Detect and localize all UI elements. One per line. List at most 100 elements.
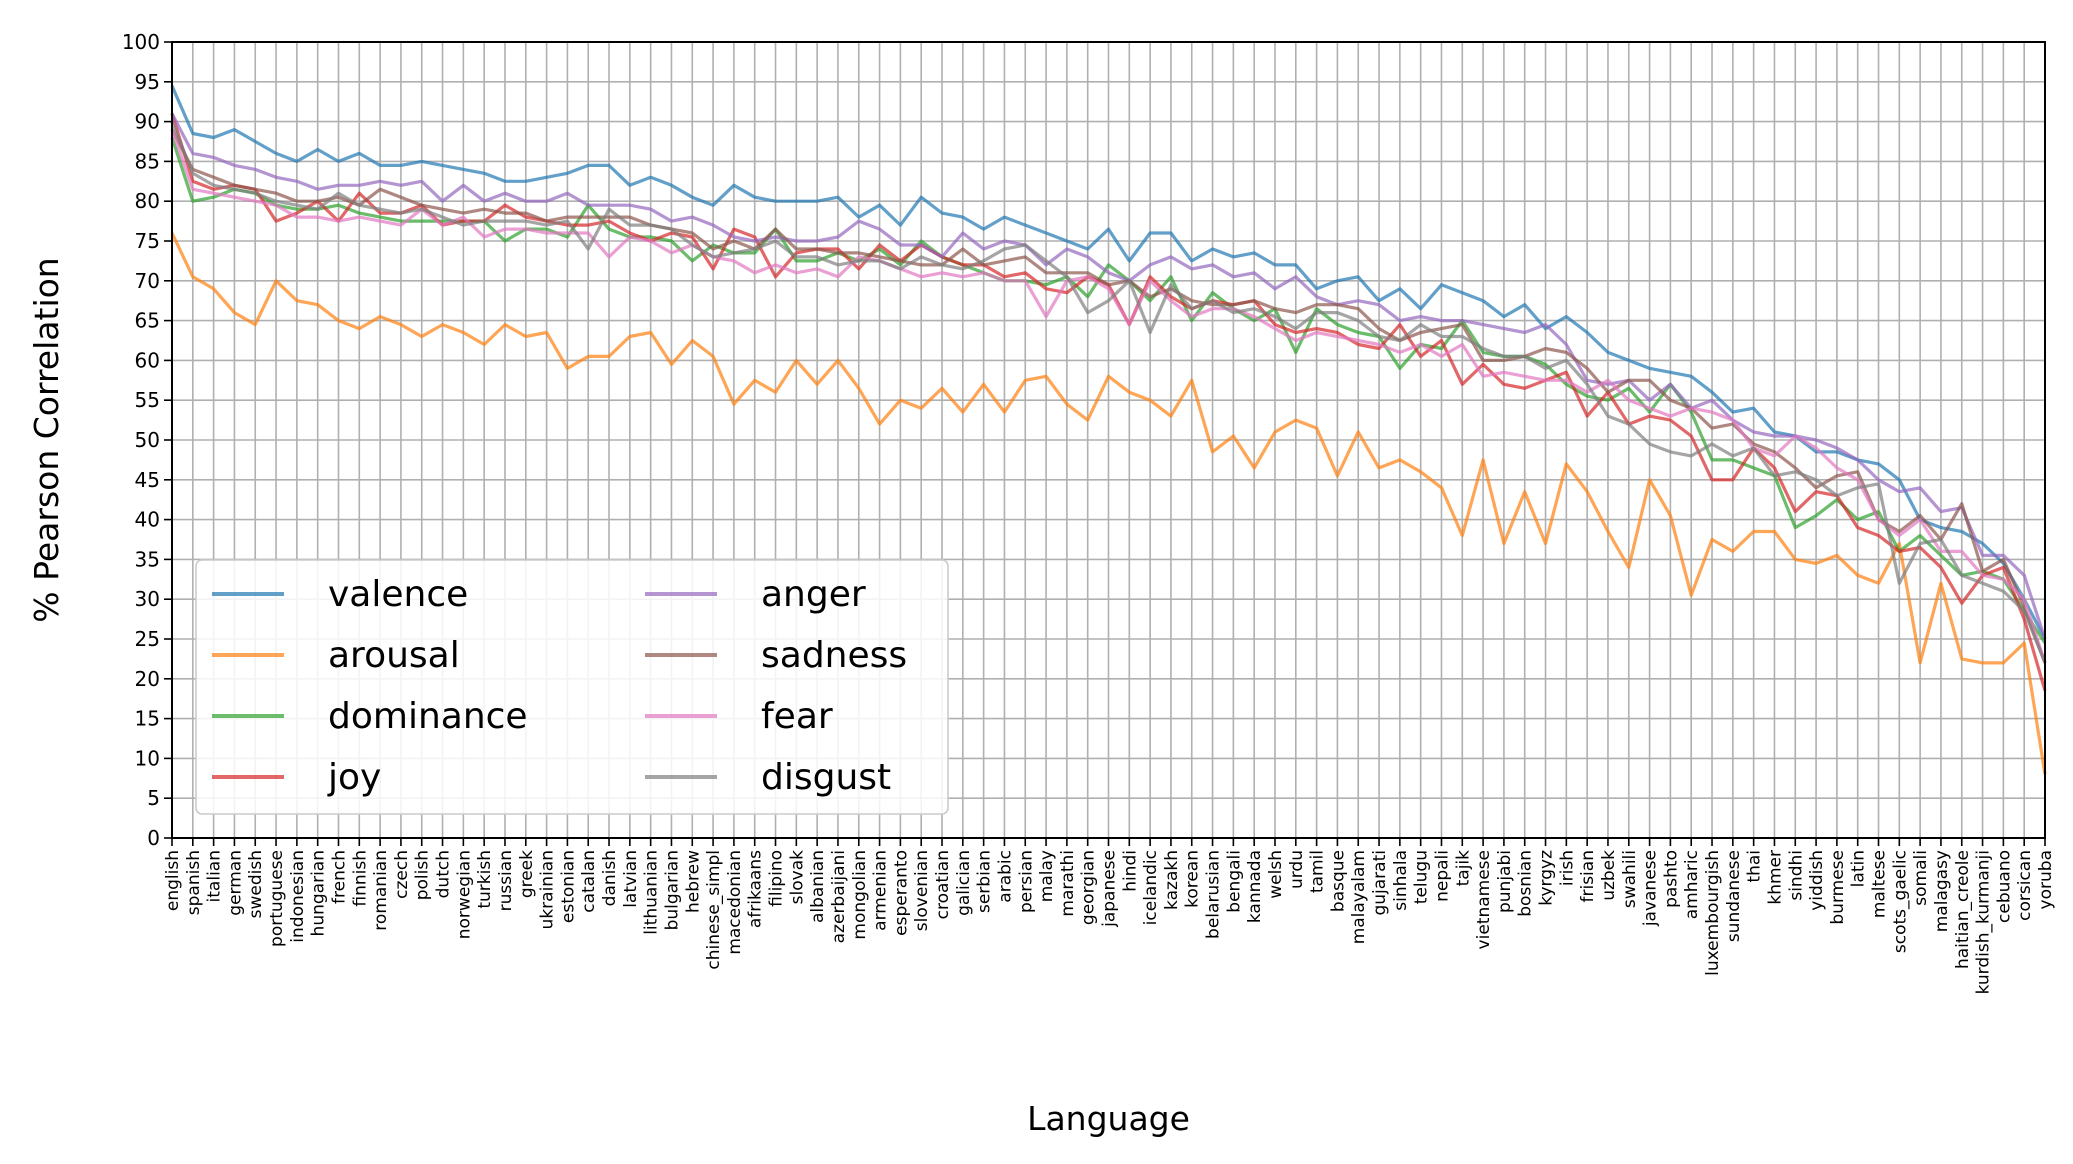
x-tick-label: maltese bbox=[1870, 850, 1890, 918]
x-tick-label: azerbaijani bbox=[829, 850, 849, 943]
x-tick-label: georgian bbox=[1079, 850, 1099, 925]
y-tick-label: 95 bbox=[135, 70, 160, 94]
x-tick-label: uzbek bbox=[1599, 850, 1619, 901]
x-tick-label: serbian bbox=[975, 850, 995, 913]
x-tick-label: turkish bbox=[475, 850, 495, 909]
x-tick-label: swedish bbox=[246, 850, 266, 918]
x-tick-label: basque bbox=[1328, 850, 1348, 912]
x-tick-label: chinese_simpl bbox=[704, 850, 724, 970]
x-tick-label: icelandic bbox=[1141, 850, 1161, 925]
x-tick-label: hindi bbox=[1120, 850, 1140, 892]
x-tick-label: korean bbox=[1183, 850, 1203, 908]
legend-label-valence: valence bbox=[328, 574, 468, 615]
legend-label-dominance: dominance bbox=[328, 696, 528, 737]
x-tick-label: burmese bbox=[1828, 850, 1848, 925]
x-tick-label: japanese bbox=[1100, 850, 1120, 928]
x-tick-label: gujarati bbox=[1370, 850, 1390, 916]
y-tick-label: 20 bbox=[135, 667, 160, 691]
legend-label-fear: fear bbox=[761, 696, 833, 737]
legend-label-anger: anger bbox=[761, 574, 866, 615]
x-tick-label: indonesian bbox=[288, 850, 308, 943]
y-tick-label: 45 bbox=[135, 468, 160, 492]
x-tick-label: yoruba bbox=[2036, 850, 2056, 909]
x-tick-label: polish bbox=[413, 850, 433, 900]
x-tick-label: malayalam bbox=[1349, 850, 1369, 944]
x-tick-label: somali bbox=[1911, 850, 1931, 906]
y-tick-label: 50 bbox=[135, 428, 160, 452]
x-tick-label: khmer bbox=[1765, 850, 1785, 905]
x-tick-label: tamil bbox=[1308, 850, 1328, 893]
y-tick-label: 90 bbox=[135, 110, 160, 134]
y-tick-label: 0 bbox=[147, 826, 160, 850]
x-tick-label: latvian bbox=[621, 850, 641, 908]
x-tick-label: hebrew bbox=[683, 850, 703, 913]
x-tick-label: malagasy bbox=[1932, 850, 1952, 932]
x-tick-label: urdu bbox=[1287, 850, 1307, 889]
x-tick-label: romanian bbox=[371, 850, 391, 931]
x-tick-label: punjabi bbox=[1495, 850, 1515, 913]
x-tick-label: haitian_creole bbox=[1953, 850, 1973, 969]
y-axis-label: % Pearson Correlation bbox=[27, 257, 66, 622]
x-tick-label: croatian bbox=[933, 850, 953, 919]
x-tick-label: mongolian bbox=[850, 850, 870, 940]
x-tick-label: bulgarian bbox=[662, 850, 682, 930]
x-tick-label: luxembourgish bbox=[1703, 850, 1723, 976]
x-tick-label: tajik bbox=[1453, 850, 1473, 887]
x-tick-label: slovenian bbox=[912, 850, 932, 931]
x-tick-label: greek bbox=[517, 850, 537, 898]
x-tick-label: latin bbox=[1849, 850, 1869, 887]
x-tick-label: norwegian bbox=[454, 850, 474, 939]
x-tick-label: kurdish_kurmanji bbox=[1974, 850, 1994, 994]
y-tick-label: 35 bbox=[135, 547, 160, 571]
x-tick-label: vietnamese bbox=[1474, 850, 1494, 949]
x-tick-label: persian bbox=[1016, 850, 1036, 913]
legend-label-sadness: sadness bbox=[761, 635, 907, 676]
x-tick-label: esperanto bbox=[891, 850, 911, 936]
y-tick-label: 75 bbox=[135, 229, 160, 253]
x-tick-label: estonian bbox=[558, 850, 578, 923]
x-tick-label: frisian bbox=[1578, 850, 1598, 902]
x-tick-label: kazakh bbox=[1162, 850, 1182, 910]
x-tick-label: cebuano bbox=[1994, 850, 2014, 923]
x-tick-label: telugu bbox=[1412, 850, 1432, 904]
x-tick-label: sinhala bbox=[1391, 850, 1411, 911]
x-tick-label: irish bbox=[1557, 850, 1577, 886]
series-line-arousal bbox=[170, 232, 2047, 775]
x-tick-label: slovak bbox=[787, 850, 807, 904]
x-tick-label: french bbox=[329, 850, 349, 904]
x-tick-label: ukrainian bbox=[538, 850, 558, 929]
x-tick-label: malay bbox=[1037, 850, 1057, 902]
x-tick-label: belarusian bbox=[1204, 850, 1224, 939]
series-line-sadness bbox=[170, 128, 2047, 664]
x-axis-label: Language bbox=[1027, 1099, 1190, 1138]
x-tick-label: marathi bbox=[1058, 850, 1078, 917]
x-tick-label: lithuanian bbox=[642, 850, 662, 935]
x-tick-label: arabic bbox=[995, 850, 1015, 903]
legend-box bbox=[195, 559, 949, 815]
x-tick-label: amharic bbox=[1682, 850, 1702, 919]
y-tick-label: 65 bbox=[135, 309, 160, 333]
legend-label-joy: joy bbox=[327, 757, 381, 798]
y-tick-label: 55 bbox=[135, 388, 160, 412]
x-tick-label: swahili bbox=[1620, 850, 1640, 908]
x-tick-label: scots_gaelic bbox=[1890, 850, 1910, 953]
y-tick-label: 30 bbox=[135, 587, 160, 611]
x-tick-label: portuguese bbox=[267, 850, 287, 947]
y-axis-ticks: 0 5 10 15 20 25 30 35 40 45 50 55 60 65 70 75 80 85 90 95 10… bbox=[122, 30, 172, 850]
y-tick-label: 15 bbox=[135, 707, 160, 731]
x-tick-label: italian bbox=[205, 850, 225, 902]
x-tick-label: bengali bbox=[1224, 850, 1244, 913]
x-tick-label: macedonian bbox=[725, 850, 745, 955]
x-tick-label: kyrgyz bbox=[1537, 850, 1557, 906]
y-tick-label: 40 bbox=[135, 508, 160, 532]
x-tick-label: catalan bbox=[579, 850, 599, 913]
x-tick-label: filipino bbox=[767, 850, 787, 907]
x-tick-label: corsican bbox=[2015, 850, 2035, 921]
series-line-fear bbox=[170, 129, 2047, 664]
y-tick-label: 80 bbox=[135, 189, 160, 213]
x-tick-label: javanese bbox=[1641, 850, 1661, 927]
x-tick-label: galician bbox=[954, 850, 974, 916]
x-tick-label: bosnian bbox=[1516, 850, 1536, 917]
legend-label-arousal: arousal bbox=[328, 635, 460, 676]
